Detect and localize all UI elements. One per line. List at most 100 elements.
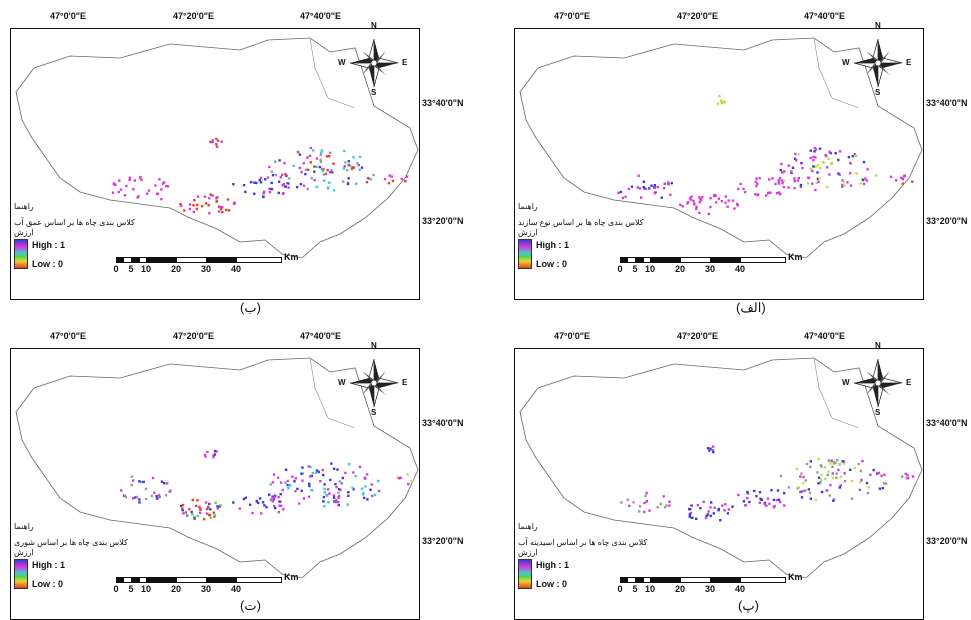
well-point (669, 193, 672, 196)
well-point (799, 185, 802, 189)
well-point (319, 153, 322, 156)
well-point (686, 202, 689, 205)
well-point (144, 497, 148, 501)
well-point (668, 500, 671, 503)
map-canvas (519, 357, 923, 579)
lon-label: 47°0'0"E (50, 11, 87, 21)
well-point (193, 517, 196, 520)
well-point (797, 153, 800, 156)
scale-tick: 40 (230, 264, 242, 274)
well-point (215, 143, 218, 146)
well-point (727, 199, 730, 202)
well-point (804, 489, 808, 492)
well-point (828, 494, 832, 497)
well-point (754, 193, 757, 196)
well-point (905, 477, 908, 480)
well-point (221, 211, 224, 214)
scale-tick: 30 (704, 584, 716, 594)
well-point (817, 164, 820, 167)
well-point (809, 156, 812, 160)
well-point (760, 498, 763, 502)
well-point (166, 185, 170, 188)
well-point (726, 512, 730, 515)
scale-tick: 0 (617, 584, 623, 594)
well-point (756, 193, 759, 197)
well-point (258, 497, 262, 500)
well-point (872, 468, 875, 472)
legend-high: High : 1 (536, 560, 569, 570)
well-point (266, 176, 270, 179)
well-point (733, 207, 736, 210)
well-point (278, 159, 281, 162)
well-point (284, 468, 288, 471)
well-point (860, 478, 863, 482)
well-point (827, 470, 830, 473)
well-point (358, 155, 362, 159)
well-point (834, 461, 837, 465)
well-point (830, 162, 833, 166)
well-point (753, 489, 756, 493)
well-point (850, 497, 854, 500)
well-point (407, 482, 410, 486)
study-area-boundary (15, 357, 419, 579)
well-point (782, 179, 786, 182)
well-point (666, 181, 670, 184)
well-point (865, 179, 869, 182)
scale-tick: 20 (170, 584, 182, 594)
well-point (739, 182, 742, 186)
well-point (819, 464, 823, 467)
well-point (274, 506, 277, 510)
well-point (336, 468, 339, 471)
well-point (301, 479, 304, 482)
well-point (181, 503, 185, 507)
well-point (221, 206, 224, 209)
well-point (814, 148, 818, 151)
well-point (346, 503, 349, 506)
scale-tick: 10 (644, 584, 656, 594)
well-point (314, 471, 318, 474)
well-point (286, 483, 289, 487)
well-point (268, 493, 271, 496)
well-point (620, 501, 623, 504)
well-point (352, 156, 355, 159)
well-point (624, 195, 627, 198)
well-point (251, 511, 254, 515)
well-point (858, 488, 862, 492)
well-point (232, 501, 235, 504)
well-point (244, 190, 247, 194)
well-point (132, 188, 135, 191)
well-point (216, 507, 219, 510)
well-point (347, 494, 350, 497)
scale-tick: 5 (128, 264, 134, 274)
well-point (297, 502, 301, 505)
well-point (165, 185, 168, 188)
well-point (179, 504, 183, 508)
lon-label: 47°20'0"E (173, 11, 215, 21)
well-point (849, 161, 852, 165)
legend-high: High : 1 (32, 560, 65, 570)
well-point (322, 495, 326, 499)
well-point (717, 509, 720, 512)
well-point (139, 175, 142, 179)
well-point (818, 176, 821, 180)
lat-label: 33°40'0"N (926, 418, 968, 428)
well-point (133, 179, 136, 182)
well-point (779, 169, 782, 172)
well-point (712, 512, 715, 515)
well-point (166, 482, 169, 485)
well-point (837, 172, 840, 175)
lon-label: 47°0'0"E (554, 331, 591, 341)
well-point (268, 187, 271, 190)
well-point (742, 500, 746, 503)
north-arrow-icon: N S E W (842, 21, 911, 97)
map-panel-p: 47°0'0"E 47°20'0"E 47°40'0"E 33°40'0"N 33°20… (512, 330, 968, 620)
well-point (809, 497, 812, 500)
well-point (313, 165, 316, 168)
well-point (781, 182, 784, 185)
well-point (803, 489, 806, 492)
well-point (320, 151, 323, 154)
scale-tick: 40 (734, 584, 746, 594)
well-point (820, 473, 823, 477)
well-point (827, 157, 830, 160)
well-point (304, 172, 307, 176)
